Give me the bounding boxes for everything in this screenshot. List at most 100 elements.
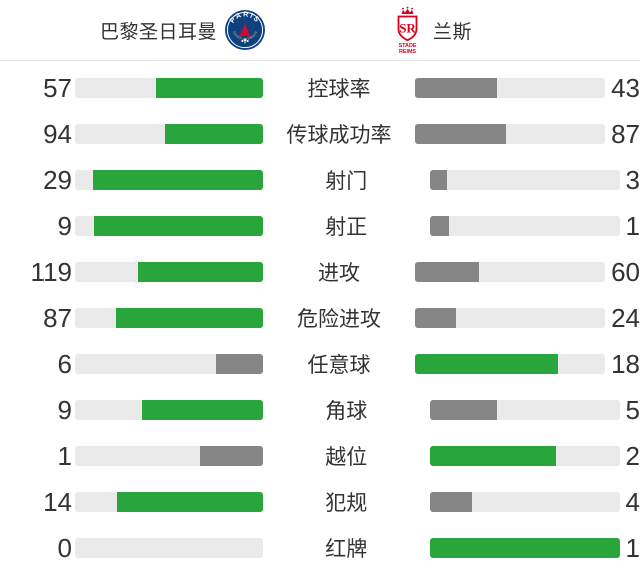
home-bar [75,78,263,98]
home-bar [75,354,263,374]
home-value: 29 [43,164,72,195]
team-away: SR STADE REIMS 兰斯 [391,0,472,60]
home-bar-fill [115,308,263,328]
home-bar [75,492,263,512]
stat-row: 29 射门 3 [0,157,640,203]
home-bar-fill [138,262,263,282]
away-bar [429,216,620,236]
away-value: 3 [625,164,640,195]
stat-row: 57 控球率 43 [0,65,640,111]
home-bar [75,262,263,282]
home-bar [75,538,263,558]
team-home: 巴黎圣日耳曼 PARIS SAINT-GERMAIN [100,0,266,60]
away-value: 18 [611,348,640,379]
home-value: 9 [57,210,72,241]
stat-row: 0 红牌 1 [0,525,640,571]
stade-reims-crest-icon: SR STADE REIMS [397,6,418,55]
away-value: 1 [625,532,640,563]
psg-crest-icon: PARIS SAINT-GERMAIN [225,10,266,50]
away-bar-fill [429,492,472,512]
away-bar [415,78,606,98]
stat-label: 犯规 [325,492,368,515]
home-bar [75,170,263,190]
stat-label: 越位 [325,446,368,469]
home-bar-fill [142,400,263,420]
away-value: 24 [611,302,640,333]
stat-row: 119 进攻 60 [0,249,640,295]
home-value: 14 [43,486,72,517]
header: 巴黎圣日耳曼 PARIS SAINT-GERMAIN [0,0,640,61]
stat-row: 6 任意球 18 [0,341,640,387]
stat-row: 1 越位 2 [0,433,640,479]
away-bar [415,262,606,282]
away-bar [429,446,620,466]
away-bar [415,308,606,328]
home-value: 9 [57,394,72,425]
away-value: 5 [625,394,640,425]
home-bar-fill [200,446,263,466]
home-value: 0 [57,532,72,563]
home-bar [75,308,263,328]
away-bar [429,538,620,558]
away-value: 87 [611,118,640,149]
home-value: 119 [30,256,72,287]
away-bar [415,354,606,374]
home-bar-fill [165,124,263,144]
home-value: 1 [57,440,72,471]
home-value: 94 [43,118,72,149]
stat-label: 射正 [325,216,368,239]
away-bar-fill [429,216,449,236]
stat-label: 红牌 [325,538,368,561]
home-value: 87 [43,302,72,333]
away-bar-fill [415,308,457,328]
home-team-name: 巴黎圣日耳曼 [100,21,218,43]
home-bar-fill [92,170,263,190]
stat-label: 传球成功率 [286,124,392,147]
home-bar-fill [116,492,263,512]
home-bar-fill [93,216,263,236]
home-bar-fill [155,78,263,98]
stat-label: 任意球 [307,354,371,377]
home-bar [75,446,263,466]
away-value: 4 [625,486,640,517]
away-bar-fill [429,538,620,558]
stat-row: 94 传球成功率 87 [0,111,640,157]
stat-row: 87 危险进攻 24 [0,295,640,341]
away-value: 60 [611,256,640,287]
svg-text:REIMS: REIMS [399,49,416,55]
stat-row: 14 犯规 4 [0,479,640,525]
away-bar-fill [415,124,507,144]
home-value: 57 [43,72,72,103]
svg-text:SR: SR [399,21,416,36]
away-value: 2 [625,440,640,471]
svg-text:PARIS: PARIS [228,10,263,25]
away-bar-fill [415,262,479,282]
away-team-name: 兰斯 [433,21,473,43]
stat-label: 角球 [325,400,368,423]
svg-text:STADE: STADE [399,43,417,49]
away-bar-fill [429,170,448,190]
away-bar-fill [429,400,498,420]
away-value: 1 [625,210,640,241]
stat-label: 射门 [325,170,368,193]
home-bar [75,400,263,420]
stat-row: 9 射正 1 [0,203,640,249]
away-bar [429,400,620,420]
home-bar [75,216,263,236]
home-bar-fill [216,354,263,374]
away-bar-fill [429,446,557,466]
away-bar-fill [415,354,558,374]
away-bar [429,170,620,190]
away-bar-fill [415,78,497,98]
stat-row: 9 角球 5 [0,387,640,433]
away-value: 43 [611,72,640,103]
away-bar [429,492,620,512]
stats-rows: 57 控球率 43 94 传球成功率 87 29 [0,61,640,571]
home-value: 6 [57,348,72,379]
stat-label: 危险进攻 [297,308,382,331]
stat-label: 进攻 [318,262,361,285]
away-bar [415,124,606,144]
stat-label: 控球率 [307,78,371,101]
home-bar [75,124,263,144]
